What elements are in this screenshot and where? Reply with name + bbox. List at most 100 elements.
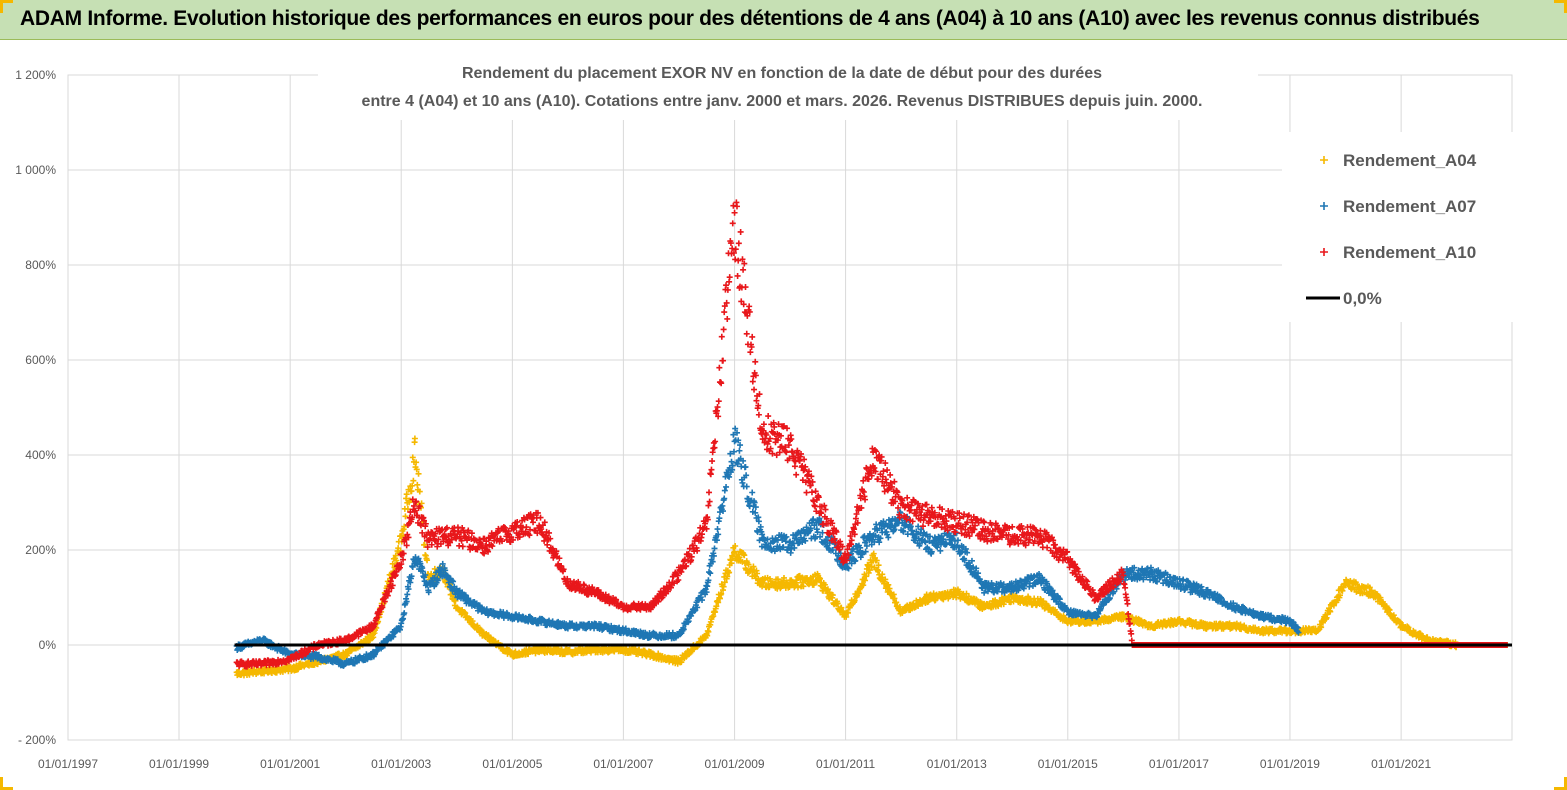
data-point [740, 457, 747, 464]
data-point [1318, 624, 1325, 631]
data-point [408, 488, 415, 495]
data-point [735, 240, 742, 247]
data-point [721, 579, 728, 586]
data-point [973, 565, 980, 572]
data-point [932, 535, 939, 542]
data-point [829, 592, 836, 599]
data-point [824, 586, 831, 593]
data-point [900, 528, 907, 535]
data-point [885, 534, 892, 541]
data-point [1327, 608, 1334, 615]
data-point [728, 458, 735, 465]
data-point [885, 581, 892, 588]
data-point [1000, 581, 1007, 588]
data-point [743, 483, 750, 490]
data-point [961, 557, 968, 564]
data-point [721, 495, 728, 502]
data-point [791, 544, 798, 551]
data-point [962, 545, 969, 552]
data-point [719, 502, 726, 509]
data-point [724, 315, 731, 322]
data-point [438, 566, 445, 573]
corner-accent-bottom-right [1554, 777, 1567, 790]
data-point [370, 634, 377, 641]
data-point [450, 578, 457, 585]
data-point [743, 330, 750, 337]
data-point [705, 577, 712, 584]
data-point [922, 539, 929, 546]
data-point [425, 589, 432, 596]
data-point [735, 437, 742, 444]
data-point [405, 586, 412, 593]
data-point [703, 589, 710, 596]
data-point [713, 537, 720, 544]
data-point [739, 479, 746, 486]
data-point [732, 256, 739, 263]
data-point [410, 477, 417, 484]
data-point [402, 513, 409, 520]
data-point [413, 459, 420, 466]
data-point [749, 333, 756, 340]
data-point [928, 548, 935, 555]
data-point [705, 502, 712, 509]
data-point [434, 577, 441, 584]
data-point [737, 228, 744, 235]
data-point [751, 499, 758, 506]
data-point [887, 471, 894, 478]
data-point [755, 518, 762, 525]
data-point [716, 515, 723, 522]
data-point [747, 349, 754, 356]
data-point [718, 590, 725, 597]
data-point [964, 549, 971, 556]
data-point [876, 539, 883, 546]
data-point [1031, 573, 1038, 580]
data-point [879, 571, 886, 578]
data-point [810, 516, 817, 523]
data-point [793, 536, 800, 543]
data-point [845, 565, 852, 572]
data-point [489, 543, 496, 550]
data-point [706, 489, 713, 496]
corner-accent-top-left [0, 0, 13, 13]
data-point [401, 610, 408, 617]
data-point [729, 462, 736, 469]
data-point [714, 526, 721, 533]
data-point [891, 526, 898, 533]
data-point [751, 386, 758, 393]
data-point [439, 560, 446, 567]
data-point [761, 537, 768, 544]
data-point [754, 570, 761, 577]
data-point [817, 533, 824, 540]
data-point [409, 482, 416, 489]
data-point [938, 533, 945, 540]
data-point [880, 468, 887, 475]
data-point [1163, 577, 1170, 584]
data-point [800, 583, 807, 590]
data-point [913, 531, 920, 538]
data-point [1095, 610, 1102, 617]
data-point [1021, 582, 1028, 589]
data-point [874, 527, 881, 534]
data-point [422, 571, 429, 578]
data-point [1113, 585, 1120, 592]
data-point [412, 554, 419, 561]
data-point [752, 509, 759, 516]
data-point [734, 272, 741, 279]
data-point [783, 533, 790, 540]
data-point [453, 585, 460, 592]
data-point [755, 411, 762, 418]
data-point [415, 555, 422, 562]
data-point [794, 584, 801, 591]
data-point [736, 554, 743, 561]
data-point [918, 526, 925, 533]
data-point [981, 589, 988, 596]
data-point [872, 532, 879, 539]
data-point [726, 473, 733, 480]
data-point [680, 626, 687, 633]
series-Rendement_A04 [233, 435, 1511, 679]
corner-accent-top-right [1554, 0, 1567, 13]
data-point [406, 497, 413, 504]
data-point [401, 523, 408, 530]
data-point [852, 557, 859, 564]
data-point [715, 599, 722, 606]
